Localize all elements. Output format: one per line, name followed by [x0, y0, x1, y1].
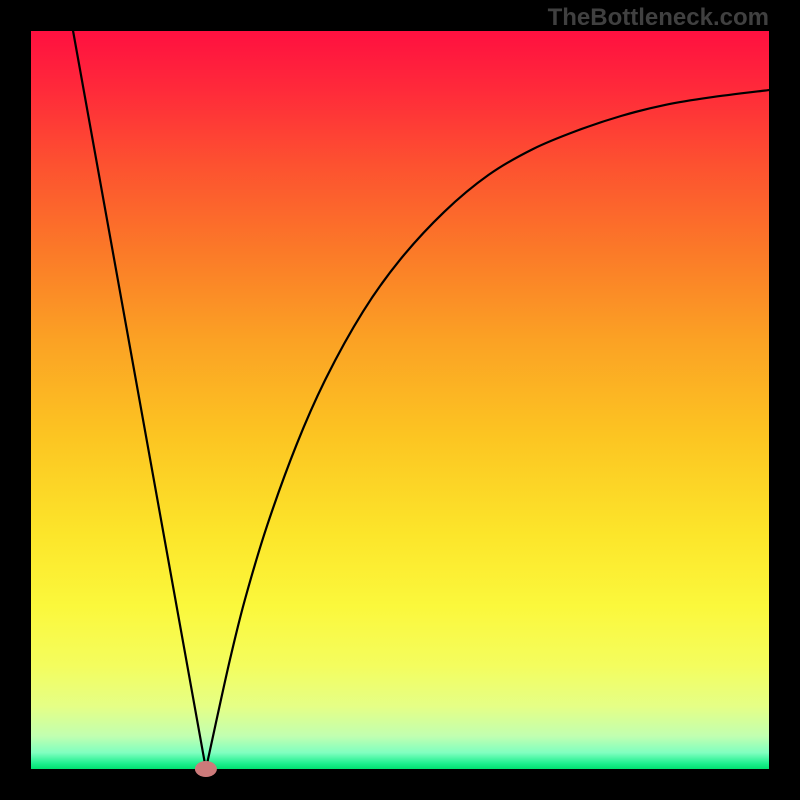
chart-container: TheBottleneck.com — [0, 0, 800, 800]
plot-background — [31, 31, 769, 769]
watermark-text: TheBottleneck.com — [548, 4, 769, 32]
